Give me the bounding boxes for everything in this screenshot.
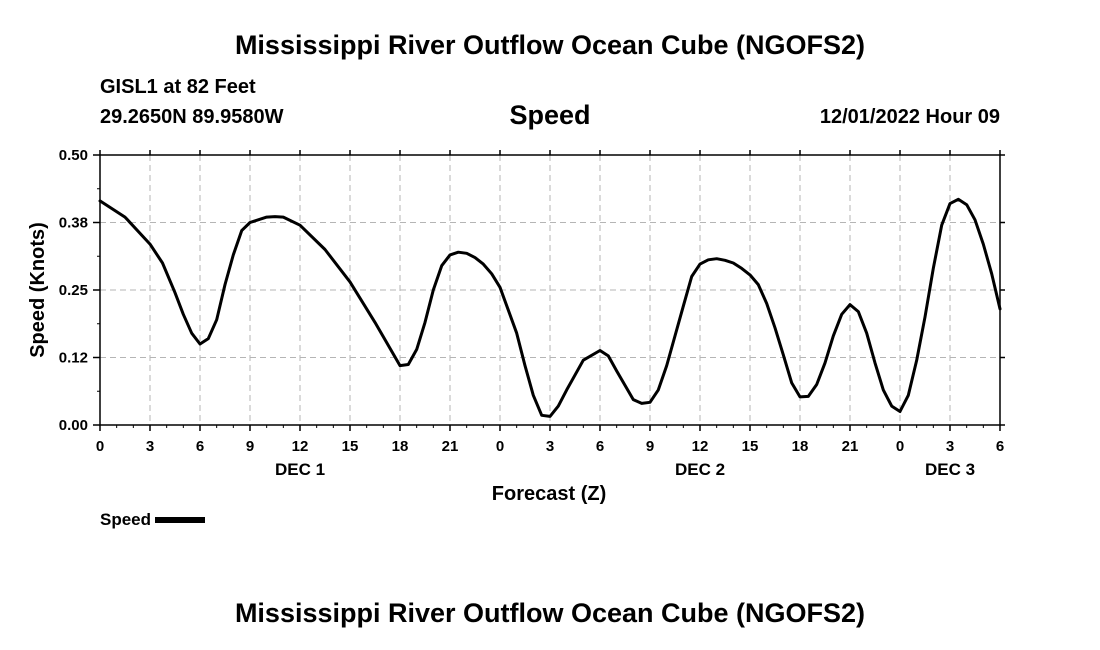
x-tick-label: 0: [496, 438, 504, 455]
chart-main-title: Mississippi River Outflow Ocean Cube (NG…: [234, 30, 866, 60]
x-tick-label: 6: [996, 438, 1004, 455]
x-tick-label: 21: [842, 438, 859, 455]
x-axis-label: Forecast (Z): [492, 483, 606, 505]
day-label: DEC 2: [675, 460, 725, 479]
day-labels: DEC 1 DEC 2 DEC 3: [275, 460, 975, 479]
y-tick-label: 0.12: [59, 350, 88, 367]
x-tick-label: 15: [742, 438, 759, 455]
station-coordinates: 29.2650N 89.9580W: [100, 106, 284, 128]
x-tick-label: 3: [546, 438, 554, 455]
x-tick-label: 6: [596, 438, 604, 455]
forecast-run-time: 12/01/2022 Hour 09: [819, 106, 1000, 128]
legend-label: Speed: [100, 510, 152, 529]
x-tick-label: 0: [896, 438, 904, 455]
y-axis-label: Speed (Knots): [27, 222, 49, 358]
y-tick-label: 0.38: [59, 215, 88, 232]
x-tick-label: 6: [196, 438, 204, 455]
x-tick-label: 21: [442, 438, 459, 455]
y-tick-label: 0.50: [59, 147, 88, 164]
grid-lines: [100, 155, 1000, 425]
y-tick-labels: 0.00 0.12 0.25 0.38 0.50: [59, 147, 88, 434]
x-tick-label: 12: [292, 438, 309, 455]
day-label: DEC 1: [275, 460, 325, 479]
x-tick-label: 0: [96, 438, 104, 455]
variable-title: Speed: [509, 100, 591, 130]
axis-ticks: [93, 150, 1005, 431]
x-tick-label: 15: [342, 438, 359, 455]
x-tick-label: 3: [146, 438, 154, 455]
x-tick-label: 18: [392, 438, 409, 455]
x-tick-label: 9: [646, 438, 654, 455]
x-tick-label: 3: [946, 438, 954, 455]
x-tick-label: 18: [792, 438, 809, 455]
x-tick-label: 12: [692, 438, 709, 455]
legend: Speed: [100, 510, 206, 530]
plot-frame: [99, 154, 1001, 426]
x-tick-label: 9: [246, 438, 254, 455]
y-tick-label: 0.25: [59, 282, 88, 299]
speed-series-line: [98, 197, 1002, 418]
legend-swatch: [155, 517, 206, 523]
day-label: DEC 3: [925, 460, 975, 479]
station-label: GISL1 at 82 Feet: [100, 76, 256, 98]
y-tick-label: 0.00: [59, 417, 88, 434]
chart-main-title-repeat: Mississippi River Outflow Ocean Cube (NG…: [234, 598, 866, 628]
x-tick-labels: 0 3 6 9 12 15 18 21 0 3 6 9 12 15 18 21 0 3 6: [96, 438, 1004, 455]
